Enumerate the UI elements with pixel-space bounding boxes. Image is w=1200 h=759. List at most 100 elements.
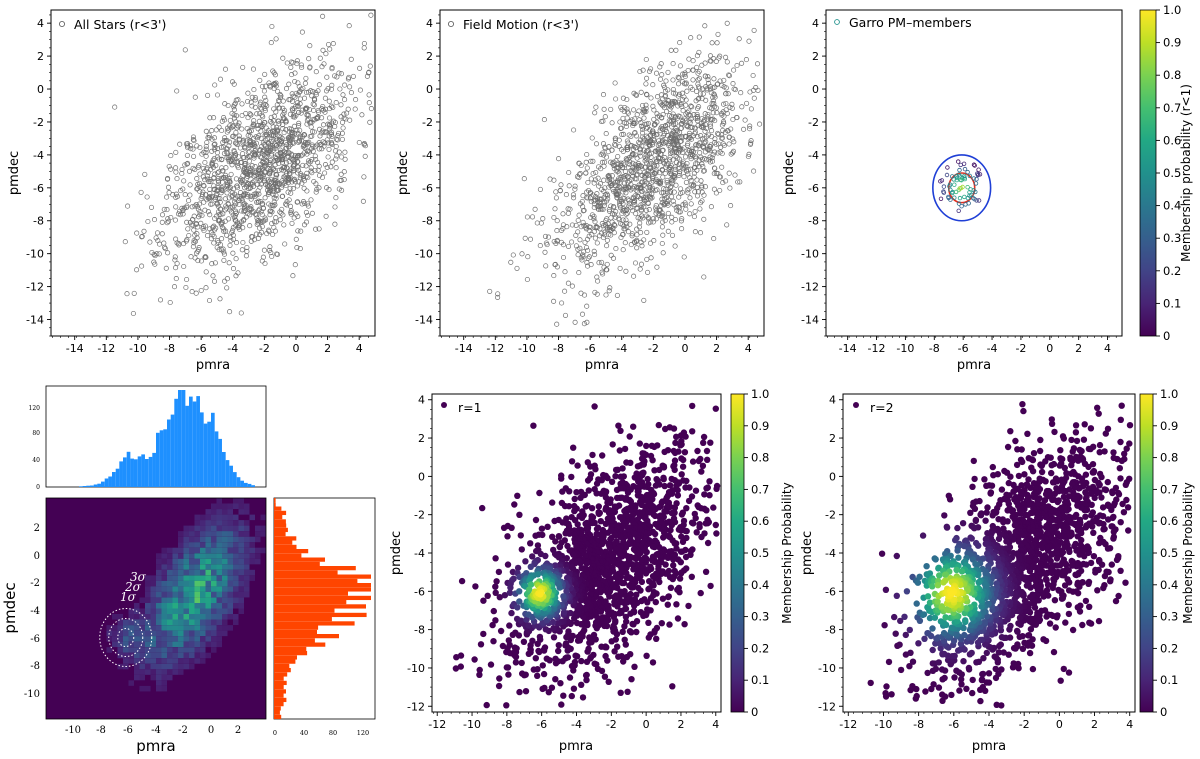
x-tick-label: -8 [164,342,175,355]
y-tick-label: -14 [415,314,433,327]
data-point [734,62,740,69]
data-point [265,184,271,190]
y-tick-label: -4 [33,149,44,162]
data-point [297,101,303,107]
data-point [210,273,216,279]
heatmap-cell [150,669,156,675]
heatmap-cell [172,641,178,648]
heatmap-cell [172,658,178,664]
histogram-bar [274,702,284,707]
histogram-bar [274,714,282,720]
data-point [311,107,317,114]
data-point [361,45,367,51]
data-point [233,273,239,279]
data-point [265,191,271,197]
data-point [201,149,207,155]
histogram-bar [156,432,160,487]
heatmap-cell [238,520,244,526]
data-point [242,143,248,150]
data-point [702,73,708,79]
histogram-bar [137,456,142,487]
heatmap-cell [172,614,178,620]
heatmap-cell [238,569,244,576]
data-point [286,81,292,87]
data-point [259,106,265,112]
data-point [159,212,166,218]
data-point [556,156,562,162]
data-point [709,40,715,46]
heatmap-cell [216,558,222,565]
heatmap-cell [161,630,167,637]
data-point [599,452,606,459]
data-point [227,242,233,248]
data-point [200,174,206,180]
data-point [623,268,629,274]
data-point [674,615,682,622]
x-tick-label: 0 [273,729,277,737]
data-point [283,119,289,125]
heatmap-cell [139,674,145,681]
heatmap-cell [178,531,184,537]
data-point [197,171,203,177]
heatmap-cell [227,586,233,592]
data-point [332,73,338,79]
data-point [313,115,319,121]
histogram-bar [274,527,288,533]
data-point [290,168,296,174]
data-point [608,478,616,485]
x-axis-label: pmra [196,358,230,373]
data-point [641,297,647,303]
histogram-bar [130,458,134,487]
heatmap-cell [205,514,211,521]
data-point [294,164,301,170]
data-point [366,92,372,98]
data-point [227,139,233,145]
heatmap-cell [189,575,195,581]
heatmap-cell [260,547,266,554]
data-point [225,182,231,188]
heatmap-cell [200,636,206,642]
data-point [315,114,321,120]
heatmap-cell [112,641,118,648]
data-point [152,253,158,259]
data-point [648,95,654,101]
data-point [599,259,605,265]
data-point [329,129,335,135]
heatmap-cell [183,580,189,587]
heatmap-cell [150,603,156,609]
heatmap-cell [150,674,156,681]
data-point [245,90,251,96]
heatmap-cell [167,625,173,631]
data-point [181,205,187,211]
data-point [200,224,206,230]
heatmap-cell [189,619,195,626]
data-point [211,278,218,284]
data-point [195,206,201,212]
data-point [224,125,231,131]
heatmap-cell [156,553,162,559]
data-point [258,135,264,141]
y-tick-label: 0 [34,551,40,562]
data-point [689,458,697,465]
histogram-bar [274,706,281,711]
heatmap-cell [150,608,156,615]
heatmap-cell [172,591,178,598]
data-point [258,99,264,105]
heatmap-cell [161,591,167,598]
data-point [626,164,632,171]
data-point [252,169,258,175]
data-point [659,72,665,78]
data-point [660,250,666,256]
heatmap-cell [145,652,151,659]
data-point [708,204,714,210]
data-point [582,239,588,245]
data-point [586,254,592,260]
data-point [329,159,335,165]
data-point [285,177,291,183]
data-point [165,216,171,222]
data-point [304,139,310,146]
data-point [203,143,209,149]
heatmap-cell [145,597,151,604]
histogram-bar [112,472,116,487]
heatmap-cell [216,498,222,504]
